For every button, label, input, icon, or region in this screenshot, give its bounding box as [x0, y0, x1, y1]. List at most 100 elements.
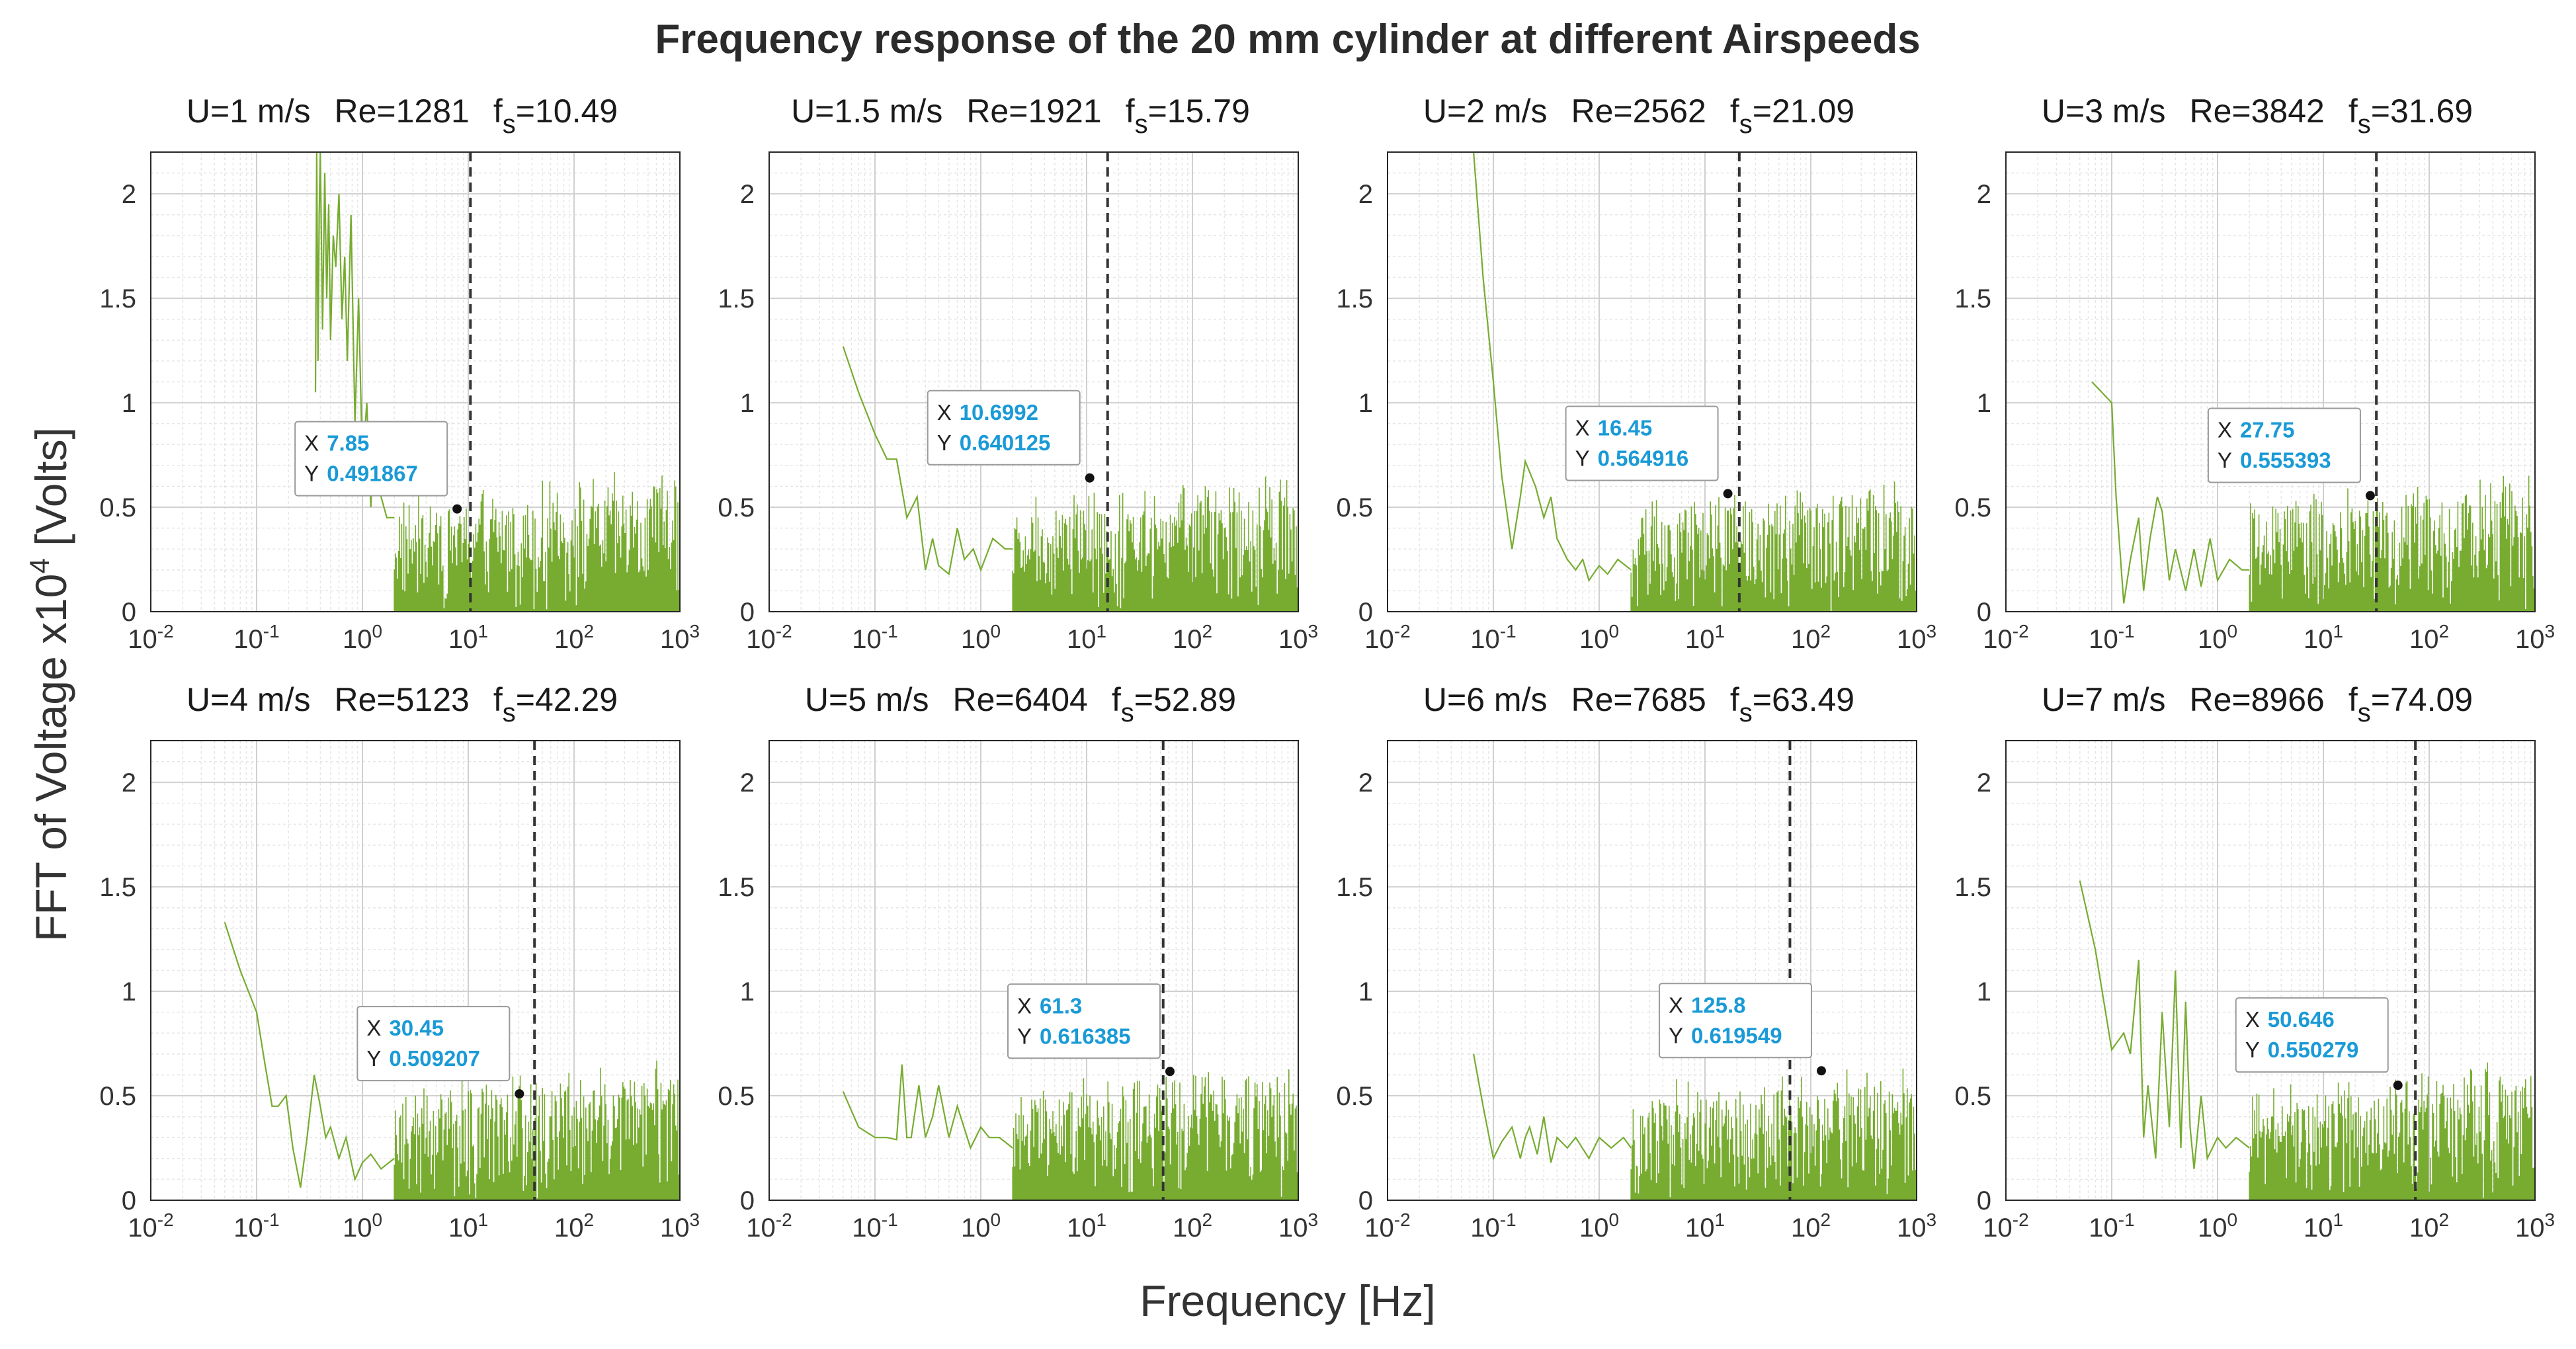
- panel-8-datatip-x-value: 50.646: [2268, 1007, 2335, 1032]
- panel-8-title-fs-sub: s: [2358, 698, 2371, 727]
- panel-6-x-tick-base: 10: [746, 1213, 776, 1243]
- panel-7-x-tick-label: 10-2: [1364, 1209, 1410, 1243]
- panel-2-datatip-y: Y 0.640125: [937, 430, 1051, 455]
- panel-2-datatip-x: X 10.6992: [937, 400, 1038, 425]
- panel-5-datatip-x-value: 30.45: [389, 1016, 444, 1040]
- panel-2-x-tick-exp: 3: [1308, 621, 1318, 641]
- panel-2-x-tick-base: 10: [1067, 625, 1097, 654]
- panel-2-datatip-point: [1085, 473, 1095, 483]
- panel-7-datatip-y-value: 0.619549: [1691, 1023, 1782, 1047]
- panel-7-datatip-x-label: X: [1669, 993, 1683, 1017]
- panel-4-y-tick-label: 2: [1977, 180, 1991, 209]
- panel-1-title: U=1 m/s Re=1281 fs=10.49: [187, 93, 618, 139]
- panel-6-x-tick-label: 101: [1067, 1209, 1106, 1243]
- y-axis-label: FFT of Voltage x104 [Volts]: [24, 427, 75, 942]
- panel-3-title-fs-value: =21.09: [1753, 93, 1854, 130]
- panel-2-y-tick-label: 0: [740, 598, 755, 627]
- panel-1-datatip-y: Y 0.491867: [304, 462, 418, 486]
- panel-4-series-line: [2091, 381, 2250, 604]
- panel-6-title: U=5 m/s Re=6404 fs=52.89: [805, 681, 1236, 727]
- panel-4-x-tick-base: 10: [2304, 625, 2333, 654]
- panel-3-series-line: [1473, 152, 1632, 583]
- panel-7-title: U=6 m/s Re=7685 fs=63.49: [1423, 681, 1854, 727]
- panel-5-title-fs-symbol: f: [493, 681, 503, 718]
- panel-1-title-speed: U=1 m/s: [187, 93, 311, 130]
- panel-1-y-tick-label: 0.5: [99, 493, 136, 522]
- panel-6-title-speed: U=5 m/s: [805, 681, 929, 718]
- panel-7-datatip-point: [1816, 1066, 1826, 1076]
- panel-6-datatip-y-value: 0.616385: [1040, 1024, 1131, 1048]
- panel-4-title-fs-value: =31.69: [2371, 93, 2473, 130]
- panel-5-x-tick-base: 10: [660, 1213, 690, 1243]
- panel-4-noise-strokes: [2249, 475, 2535, 612]
- panel-7-datatip-x: X 125.8: [1669, 993, 1746, 1017]
- panel-5-x-tick-exp: 0: [372, 1209, 382, 1230]
- panel-7-x-tick-base: 10: [1791, 1213, 1821, 1243]
- panel-1-x-tick-base: 10: [233, 625, 263, 654]
- panel-5-x-tick-exp: -1: [263, 1209, 280, 1230]
- panel-5-noise-strokes: [394, 1060, 680, 1200]
- panel-6-x-tick-label: 10-1: [852, 1209, 897, 1243]
- panel-3-x-tick-exp: 1: [1714, 621, 1725, 641]
- panel-7-x-tick-exp: 0: [1608, 1209, 1619, 1230]
- panel-2-y-tick-label: 2: [740, 180, 755, 209]
- panel-2-x-tick-exp: 1: [1096, 621, 1106, 641]
- panel-5-x-tick-exp: 3: [689, 1209, 700, 1230]
- panel-3-y-tick-label: 0: [1358, 598, 1373, 627]
- panel-8-axes-box: [2005, 740, 2536, 1201]
- panel-8-x-tick-label: 100: [2198, 1209, 2237, 1243]
- figure-title: Frequency response of the 20 mm cylinder…: [655, 17, 1920, 62]
- panel-5-datatip-x-label: X: [366, 1016, 381, 1040]
- panel-2-datatip-y-value: 0.640125: [960, 430, 1051, 455]
- panel-7-series-line: [1473, 1053, 1632, 1163]
- panel-4-x-tick-label: 102: [2409, 621, 2449, 654]
- panel-8-y-tick-label: 1: [1977, 977, 1991, 1006]
- panel-7-y-tick-label: 0.5: [1336, 1082, 1373, 1111]
- panel-5-datatip-box: [356, 1006, 511, 1082]
- panel-1-datatip-x-label: X: [304, 431, 319, 456]
- panel-4-x-tick-label: 101: [2304, 621, 2343, 654]
- panel-2-x-tick-label: 103: [1278, 621, 1318, 654]
- panel-2-x-tick-exp: 0: [990, 621, 1001, 641]
- panel-8-x-tick-exp: -2: [2013, 1209, 2029, 1230]
- panel-8-x-tick-base: 10: [2198, 1213, 2227, 1243]
- panel-2-x-tick-label: 100: [961, 621, 1001, 654]
- panel-6-x-tick-label: 103: [1278, 1209, 1318, 1243]
- panel-3-title-fs-sub: s: [1739, 110, 1753, 139]
- panel-3-noise-band: [1630, 481, 1917, 612]
- panel-1-title-fs-value: =10.49: [516, 93, 618, 130]
- panel-2-x-tick-exp: -2: [776, 621, 792, 641]
- panel-8-x-tick-exp: 1: [2333, 1209, 2343, 1230]
- panel-7-y-tick-label: 1.5: [1336, 873, 1373, 902]
- panel-7-x-tick-exp: 3: [1926, 1209, 1936, 1230]
- panel-1-title-fs-sub: s: [503, 110, 516, 139]
- panel-6-noise-band: [1012, 1069, 1298, 1200]
- panel-4-x-tick-base: 10: [2198, 625, 2227, 654]
- panel-2-title-fs-value: =15.79: [1148, 93, 1250, 130]
- panel-8-x-tick-exp: 3: [2544, 1209, 2555, 1230]
- panel-3-title-fs-symbol: f: [1730, 93, 1739, 130]
- panel-3-datatip-y-label: Y: [1575, 446, 1590, 471]
- panel-1-x-tick-exp: -1: [263, 621, 280, 641]
- panel-5-title: U=4 m/s Re=5123 fs=42.29: [187, 681, 618, 727]
- x-axis-label: Frequency [Hz]: [1140, 1276, 1436, 1325]
- panel-1-x-tick-label: 103: [660, 621, 700, 654]
- panel-5-axes-box: [150, 740, 681, 1201]
- panel-4-x-tick-exp: 1: [2333, 621, 2343, 641]
- panel-1-x-tick-base: 10: [660, 625, 690, 654]
- panel-2-title-re: Re=1921: [966, 93, 1101, 130]
- panel-1-y-tick-label: 2: [122, 180, 136, 209]
- panel-3-x-tick-base: 10: [1685, 625, 1715, 654]
- panel-1-x-tick-base: 10: [128, 625, 157, 654]
- panel-6-x-tick-label: 102: [1173, 1209, 1212, 1243]
- panel-5-series-line: [224, 922, 395, 1188]
- panel-4-y-tick-label: 1: [1977, 389, 1991, 418]
- panel-1-noise-strokes: [394, 471, 680, 612]
- panel-4-datatip-y-value: 0.555393: [2240, 448, 2331, 473]
- panel-7-x-tick-label: 100: [1579, 1209, 1619, 1243]
- panel-6-x-tick-base: 10: [1067, 1213, 1097, 1243]
- panel-7-y-tick-label: 2: [1358, 768, 1373, 797]
- panel-3-datatip-x-label: X: [1575, 416, 1590, 440]
- panel-7-x-tick-exp: 2: [1820, 1209, 1831, 1230]
